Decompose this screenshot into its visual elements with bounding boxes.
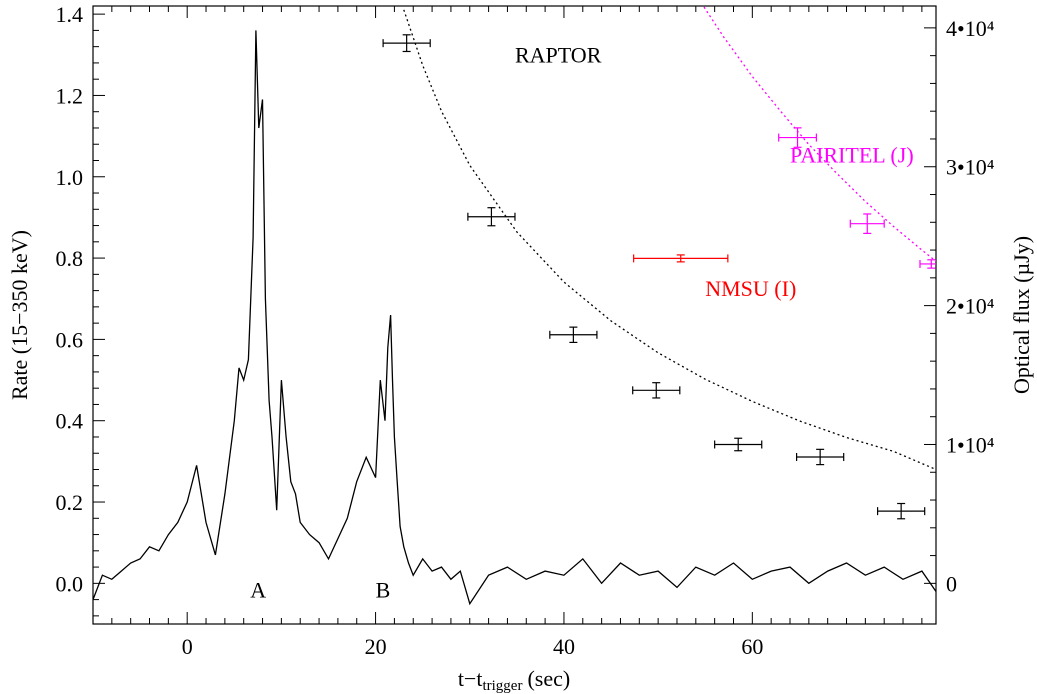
x-axis-title: t−ttrigger (sec) <box>458 666 570 694</box>
errorbar-points <box>382 34 936 520</box>
x-tick-label: 0 <box>182 634 193 659</box>
y-right-tick-label: 0 <box>946 571 957 596</box>
annotation-label: B <box>376 578 391 603</box>
errorbar-point <box>633 254 729 263</box>
y-left-tick-label: 0.6 <box>56 327 84 352</box>
y-left-tick-label: 1.0 <box>56 165 84 190</box>
errorbar-point <box>849 213 885 234</box>
y-left-tick-label: 0.0 <box>56 571 84 596</box>
errorbar-point <box>919 259 936 269</box>
lightcurve-line <box>93 30 936 606</box>
annotation-label: NMSU (I) <box>705 276 796 301</box>
axis-tick-labels: 0 20 40 60 0.0 0.2 0.4 0.6 0.8 1.0 1.2 1.4 0 1•10⁴ 2•1… <box>56 2 995 659</box>
errorbar-point <box>714 437 763 452</box>
x-tick-label: 40 <box>553 634 575 659</box>
annotations: A B RAPTOR PAIRITEL (J) NMSU (I) <box>250 43 913 603</box>
errorbar-point <box>778 127 817 148</box>
y-right-tick-label: 1•10⁴ <box>946 432 995 457</box>
y-right-tick-label: 3•10⁴ <box>946 155 995 180</box>
y-left-tick-label: 0.4 <box>56 409 84 434</box>
y-left-tick-label: 1.2 <box>56 83 84 108</box>
y-left-tick-label: 0.2 <box>56 490 84 515</box>
plot-frame <box>92 5 937 625</box>
errorbar-point <box>382 34 431 53</box>
fit-curve-2 <box>702 6 936 262</box>
errorbar-point <box>632 382 681 399</box>
x-tick-label: 60 <box>741 634 763 659</box>
errorbar-point <box>877 502 926 520</box>
y-left-tick-label: 0.8 <box>56 246 84 271</box>
errorbar-point <box>549 326 598 344</box>
y-axis-title-left: Rate (15−350 keV) <box>7 230 32 400</box>
errorbar-point <box>467 207 516 227</box>
y-left-tick-label: 1.4 <box>56 2 84 27</box>
annotation-label: PAIRITEL (J) <box>790 143 914 168</box>
y-right-tick-label: 2•10⁴ <box>946 294 995 319</box>
fit-curve-1 <box>403 9 936 471</box>
annotation-label: A <box>250 578 266 603</box>
x-tick-label: 20 <box>365 634 387 659</box>
y-right-tick-label: 4•10⁴ <box>946 16 995 41</box>
lightcurve <box>93 30 936 606</box>
axis-ticks <box>92 6 936 624</box>
y-axis-title-right: Optical flux (µJy) <box>1009 236 1034 394</box>
annotation-label: RAPTOR <box>515 43 602 68</box>
errorbar-point <box>795 448 845 466</box>
fit-curves <box>403 6 936 471</box>
